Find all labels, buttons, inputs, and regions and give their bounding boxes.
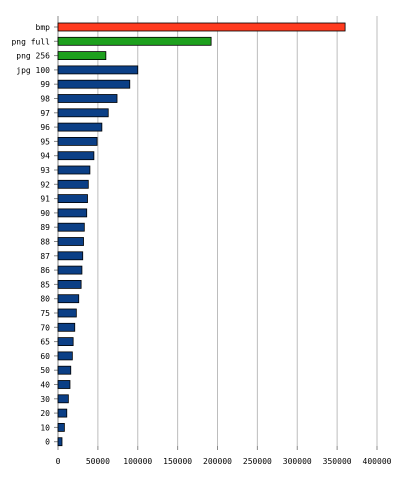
category-label: 20	[40, 409, 50, 418]
category-label: 91	[40, 195, 50, 204]
category-label: 70	[40, 323, 50, 332]
category-label: bmp	[36, 23, 51, 32]
category-label: 30	[40, 395, 50, 404]
category-label: 93	[40, 166, 50, 175]
bar	[57, 136, 98, 146]
category-label: png full	[11, 37, 50, 46]
category-label: 40	[40, 381, 50, 390]
bar	[57, 165, 91, 175]
category-label: jpg 100	[16, 66, 50, 75]
category-label: 95	[40, 137, 50, 146]
bar	[57, 294, 80, 304]
category-label: 88	[40, 238, 50, 247]
bar	[57, 251, 84, 261]
bar	[57, 365, 72, 375]
bar	[57, 237, 84, 246]
bar	[57, 265, 83, 275]
x-tick-label: 350000	[323, 457, 352, 466]
category-label: 94	[40, 152, 50, 161]
category-label: 89	[40, 223, 50, 232]
x-tick-label: 200000	[203, 457, 232, 466]
category-label: 60	[40, 352, 50, 361]
bar	[57, 151, 95, 161]
x-tick-label: 250000	[243, 457, 272, 466]
bar	[57, 108, 109, 118]
bar	[57, 122, 103, 132]
bar	[57, 36, 212, 46]
bar	[57, 65, 139, 75]
bar	[57, 322, 76, 332]
bar	[57, 394, 69, 404]
category-label: 50	[40, 366, 50, 375]
category-label: 92	[40, 180, 50, 189]
category-label: 87	[40, 252, 50, 261]
bar	[57, 179, 89, 189]
bar	[57, 380, 71, 389]
category-label: 97	[40, 109, 50, 118]
bar	[57, 408, 68, 418]
x-tick-label: 100000	[123, 457, 152, 466]
category-label: 85	[40, 280, 50, 289]
category-label: 98	[40, 95, 50, 104]
category-label: png 256	[16, 52, 50, 61]
category-label: 65	[40, 338, 50, 347]
x-tick-label: 150000	[163, 457, 192, 466]
bar	[57, 308, 77, 318]
bar	[57, 94, 118, 103]
bar	[57, 437, 63, 447]
category-label: 96	[40, 123, 50, 132]
x-tick-label: 300000	[283, 457, 312, 466]
bar	[57, 22, 346, 32]
category-label: 99	[40, 80, 50, 89]
bar	[57, 222, 85, 232]
category-label: 80	[40, 295, 50, 304]
bar	[57, 351, 73, 361]
bar	[57, 51, 107, 60]
category-label: 75	[40, 309, 50, 318]
bar	[57, 422, 65, 432]
x-tick-label: 0	[56, 457, 61, 466]
category-label: 10	[40, 423, 50, 432]
bar	[57, 208, 88, 218]
bar	[57, 337, 74, 347]
bar	[57, 79, 131, 89]
category-label: 90	[40, 209, 50, 218]
category-label: 0	[45, 438, 50, 447]
x-tick-label: 50000	[86, 457, 110, 466]
bar	[57, 194, 88, 204]
category-label: 86	[40, 266, 50, 275]
x-tick-label: 400000	[363, 457, 392, 466]
bar	[57, 279, 82, 289]
